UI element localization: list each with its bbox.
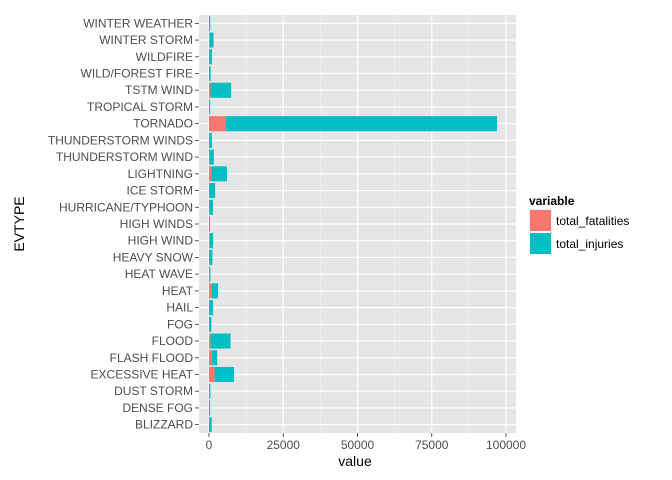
legend-key-total_injuries [530, 233, 551, 254]
bar-total_injuries [209, 400, 211, 416]
y-tick-label: DENSE FOG [122, 401, 193, 415]
bar-total_injuries [209, 15, 211, 31]
legend-key-total_fatalities [530, 210, 551, 231]
y-tick-label: HEAT WAVE [125, 267, 193, 281]
y-tick-label: TROPICAL STORM [87, 100, 193, 114]
y-axis-ticks: WINTER WEATHER WINTER STORM WILDFIRE WILD/F… [48, 16, 199, 432]
y-tick-label: DUST STORM [114, 384, 193, 398]
bar-total_fatalities [209, 417, 210, 433]
y-tick-label: THUNDERSTORM WINDS [48, 133, 193, 147]
bar-total_injuries [211, 283, 219, 299]
y-tick-label: THUNDERSTORM WIND [56, 150, 193, 164]
bar-total_injuries [214, 366, 235, 383]
bar-total_injuries [209, 249, 213, 265]
y-tick-label: WILDFIRE [136, 50, 193, 64]
bar-total_injuries [209, 49, 212, 65]
x-tick-label: 75000 [415, 438, 449, 452]
bar-total_injuries [210, 333, 231, 349]
bar-total_injuries [209, 216, 211, 232]
bar-total_fatalities [209, 266, 210, 282]
x-axis-ticks: 0 25000 50000 75000 100000 [206, 433, 526, 452]
x-axis-title: value [338, 453, 372, 469]
y-tick-label: WINTER WEATHER [83, 16, 193, 30]
x-tick-label: 100000 [486, 438, 526, 452]
bar-total_injuries [209, 300, 214, 316]
bar-total_injuries [209, 316, 212, 332]
x-tick-label: 25000 [267, 438, 301, 452]
y-tick-label: HURRICANE/TYPHOON [59, 200, 193, 214]
bar-total_fatalities [209, 366, 215, 383]
bar-total_fatalities [209, 82, 211, 98]
legend: variable total_fatalities total_injuries [528, 194, 629, 256]
bar-total_injuries [210, 82, 232, 98]
bar-total_fatalities [209, 350, 212, 366]
y-axis-title: EVTYPE [11, 196, 27, 251]
bar-total_injuries [225, 116, 498, 132]
bar-total_injuries [209, 65, 211, 82]
bar-total_injuries [209, 233, 214, 249]
y-tick-label: HIGH WIND [128, 234, 194, 248]
y-tick-label: FLASH FLOOD [110, 351, 194, 365]
bar-total_fatalities [209, 183, 210, 199]
x-tick-label: 0 [206, 438, 213, 452]
bar-total_fatalities [209, 32, 210, 48]
bar-total_injuries [209, 32, 214, 48]
y-tick-label: FOG [167, 317, 193, 331]
y-tick-label: TORNADO [133, 117, 193, 131]
y-tick-label: FLOOD [152, 334, 194, 348]
bar-total_fatalities [209, 166, 212, 182]
bar-total_injuries [209, 99, 211, 115]
y-tick-label: HEAT [162, 284, 194, 298]
bar-total_fatalities [209, 149, 210, 165]
bar-total_injuries [209, 183, 216, 199]
y-tick-label: HIGH WINDS [120, 217, 193, 231]
bar-total_injuries [209, 383, 211, 399]
bar-total_injuries [209, 266, 211, 282]
legend-items: total_fatalities total_injuries [528, 208, 629, 256]
y-tick-label: LIGHTNING [128, 167, 193, 181]
y-tick-label: HAIL [166, 301, 193, 315]
bar-total_fatalities [209, 233, 210, 249]
grid-layer [199, 15, 516, 433]
y-tick-label: WINTER STORM [99, 33, 193, 47]
bar-total_fatalities [209, 283, 212, 299]
bar-total_injuries [209, 149, 214, 165]
y-tick-label: ICE STORM [127, 184, 193, 198]
bar-total_injuries [211, 350, 218, 366]
y-tick-label: EXCESSIVE HEAT [91, 367, 194, 381]
bar-total_injuries [209, 132, 212, 148]
y-tick-label: HEAVY SNOW [113, 250, 194, 264]
bar-total_injuries [209, 417, 212, 433]
bars-layer [209, 15, 498, 433]
legend-label: total_fatalities [556, 214, 629, 228]
bar-total_fatalities [209, 333, 211, 349]
y-tick-label: TSTM WIND [125, 83, 193, 97]
bar-total_injuries [209, 199, 213, 215]
legend-label: total_injuries [556, 237, 623, 251]
bar-total_fatalities [209, 249, 210, 265]
bar-total_fatalities [209, 116, 226, 132]
legend-title: variable [529, 194, 575, 208]
y-tick-label: BLIZZARD [135, 418, 193, 432]
x-tick-label: 50000 [341, 438, 375, 452]
bar-total_injuries [211, 166, 227, 182]
y-tick-label: WILD/FOREST FIRE [81, 67, 193, 81]
